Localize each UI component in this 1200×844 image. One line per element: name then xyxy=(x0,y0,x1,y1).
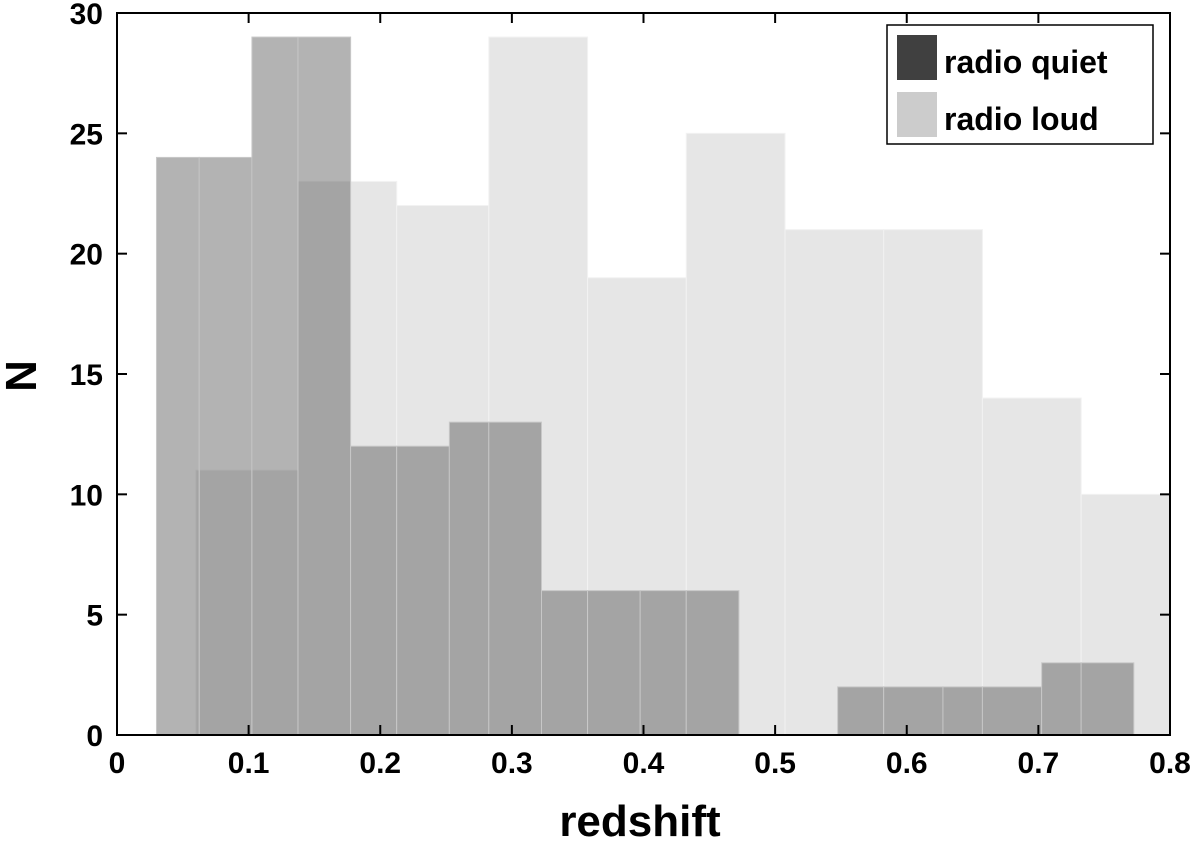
bar-radio-loud-7 xyxy=(685,132,786,736)
y-tick-label: 0 xyxy=(86,720,103,753)
bar-radio-quiet-1 xyxy=(198,156,253,736)
radio-quiet-series xyxy=(155,36,1135,736)
legend-swatch-radio-quiet xyxy=(897,35,937,80)
legend-label-radio-loud: radio loud xyxy=(944,101,1099,137)
bar-radio-quiet-18 xyxy=(1080,662,1135,736)
bar-radio-quiet-0 xyxy=(155,156,200,736)
x-tick-label: 0.4 xyxy=(623,747,665,780)
y-tick-label: 30 xyxy=(70,0,103,31)
x-tick-label: 0.5 xyxy=(754,747,796,780)
bar-radio-quiet-16 xyxy=(981,686,1043,736)
x-tick-label: 0.8 xyxy=(1149,747,1191,780)
y-tick-label: 10 xyxy=(70,479,103,512)
bar-radio-loud-11 xyxy=(1080,493,1171,736)
bar-radio-quiet-5 xyxy=(396,445,450,736)
y-tick-label: 5 xyxy=(86,600,103,633)
legend: radio quiet radio loud xyxy=(886,24,1154,145)
legend-swatch-radio-loud xyxy=(897,92,937,137)
axis-ticks: 0 0.1 0.2 0.3 0.4 0.5 0.6 0.7 0.8 0 5 10 15 20 25 30 xyxy=(70,0,1191,780)
x-tick-label: 0.2 xyxy=(359,747,401,780)
x-tick-label: 0 xyxy=(109,747,126,780)
bar-radio-quiet-11 xyxy=(685,590,740,736)
bar-radio-quiet-14 xyxy=(883,686,944,736)
bar-radio-loud-8 xyxy=(784,229,885,736)
y-tick-label: 25 xyxy=(70,118,103,151)
bar-radio-quiet-13 xyxy=(837,686,885,736)
bar-radio-quiet-2 xyxy=(251,36,299,736)
bar-radio-loud-9 xyxy=(883,229,983,736)
bar-radio-loud-6 xyxy=(587,277,687,736)
x-tick-label: 0.3 xyxy=(491,747,533,780)
bar-radio-loud-1 xyxy=(251,469,299,736)
x-tick-label: 0.1 xyxy=(228,747,270,780)
x-axis-label: redshift xyxy=(559,797,721,844)
bar-radio-quiet-10 xyxy=(639,590,687,736)
x-tick-label: 0.7 xyxy=(1018,747,1060,780)
bar-radio-quiet-6 xyxy=(448,421,490,736)
y-tick-label: 15 xyxy=(70,359,103,392)
bar-radio-quiet-9 xyxy=(587,590,641,736)
bar-radio-quiet-17 xyxy=(1041,662,1082,736)
bar-radio-loud-5 xyxy=(488,36,589,736)
bar-radio-quiet-8 xyxy=(540,590,589,736)
x-tick-label: 0.6 xyxy=(886,747,928,780)
bar-radio-quiet-4 xyxy=(350,445,398,736)
bar-radio-loud-2 xyxy=(297,180,352,736)
legend-label-radio-quiet: radio quiet xyxy=(944,44,1108,80)
bar-radio-loud-3 xyxy=(350,180,398,736)
bar-radio-quiet-15 xyxy=(942,686,983,736)
bar-radio-quiet-7 xyxy=(488,421,542,736)
y-axis-label: N xyxy=(0,360,46,392)
bar-radio-loud-0 xyxy=(195,469,253,736)
y-tick-label: 20 xyxy=(70,239,103,272)
bar-radio-quiet-3 xyxy=(297,36,352,736)
radio-loud-series xyxy=(195,36,1171,736)
